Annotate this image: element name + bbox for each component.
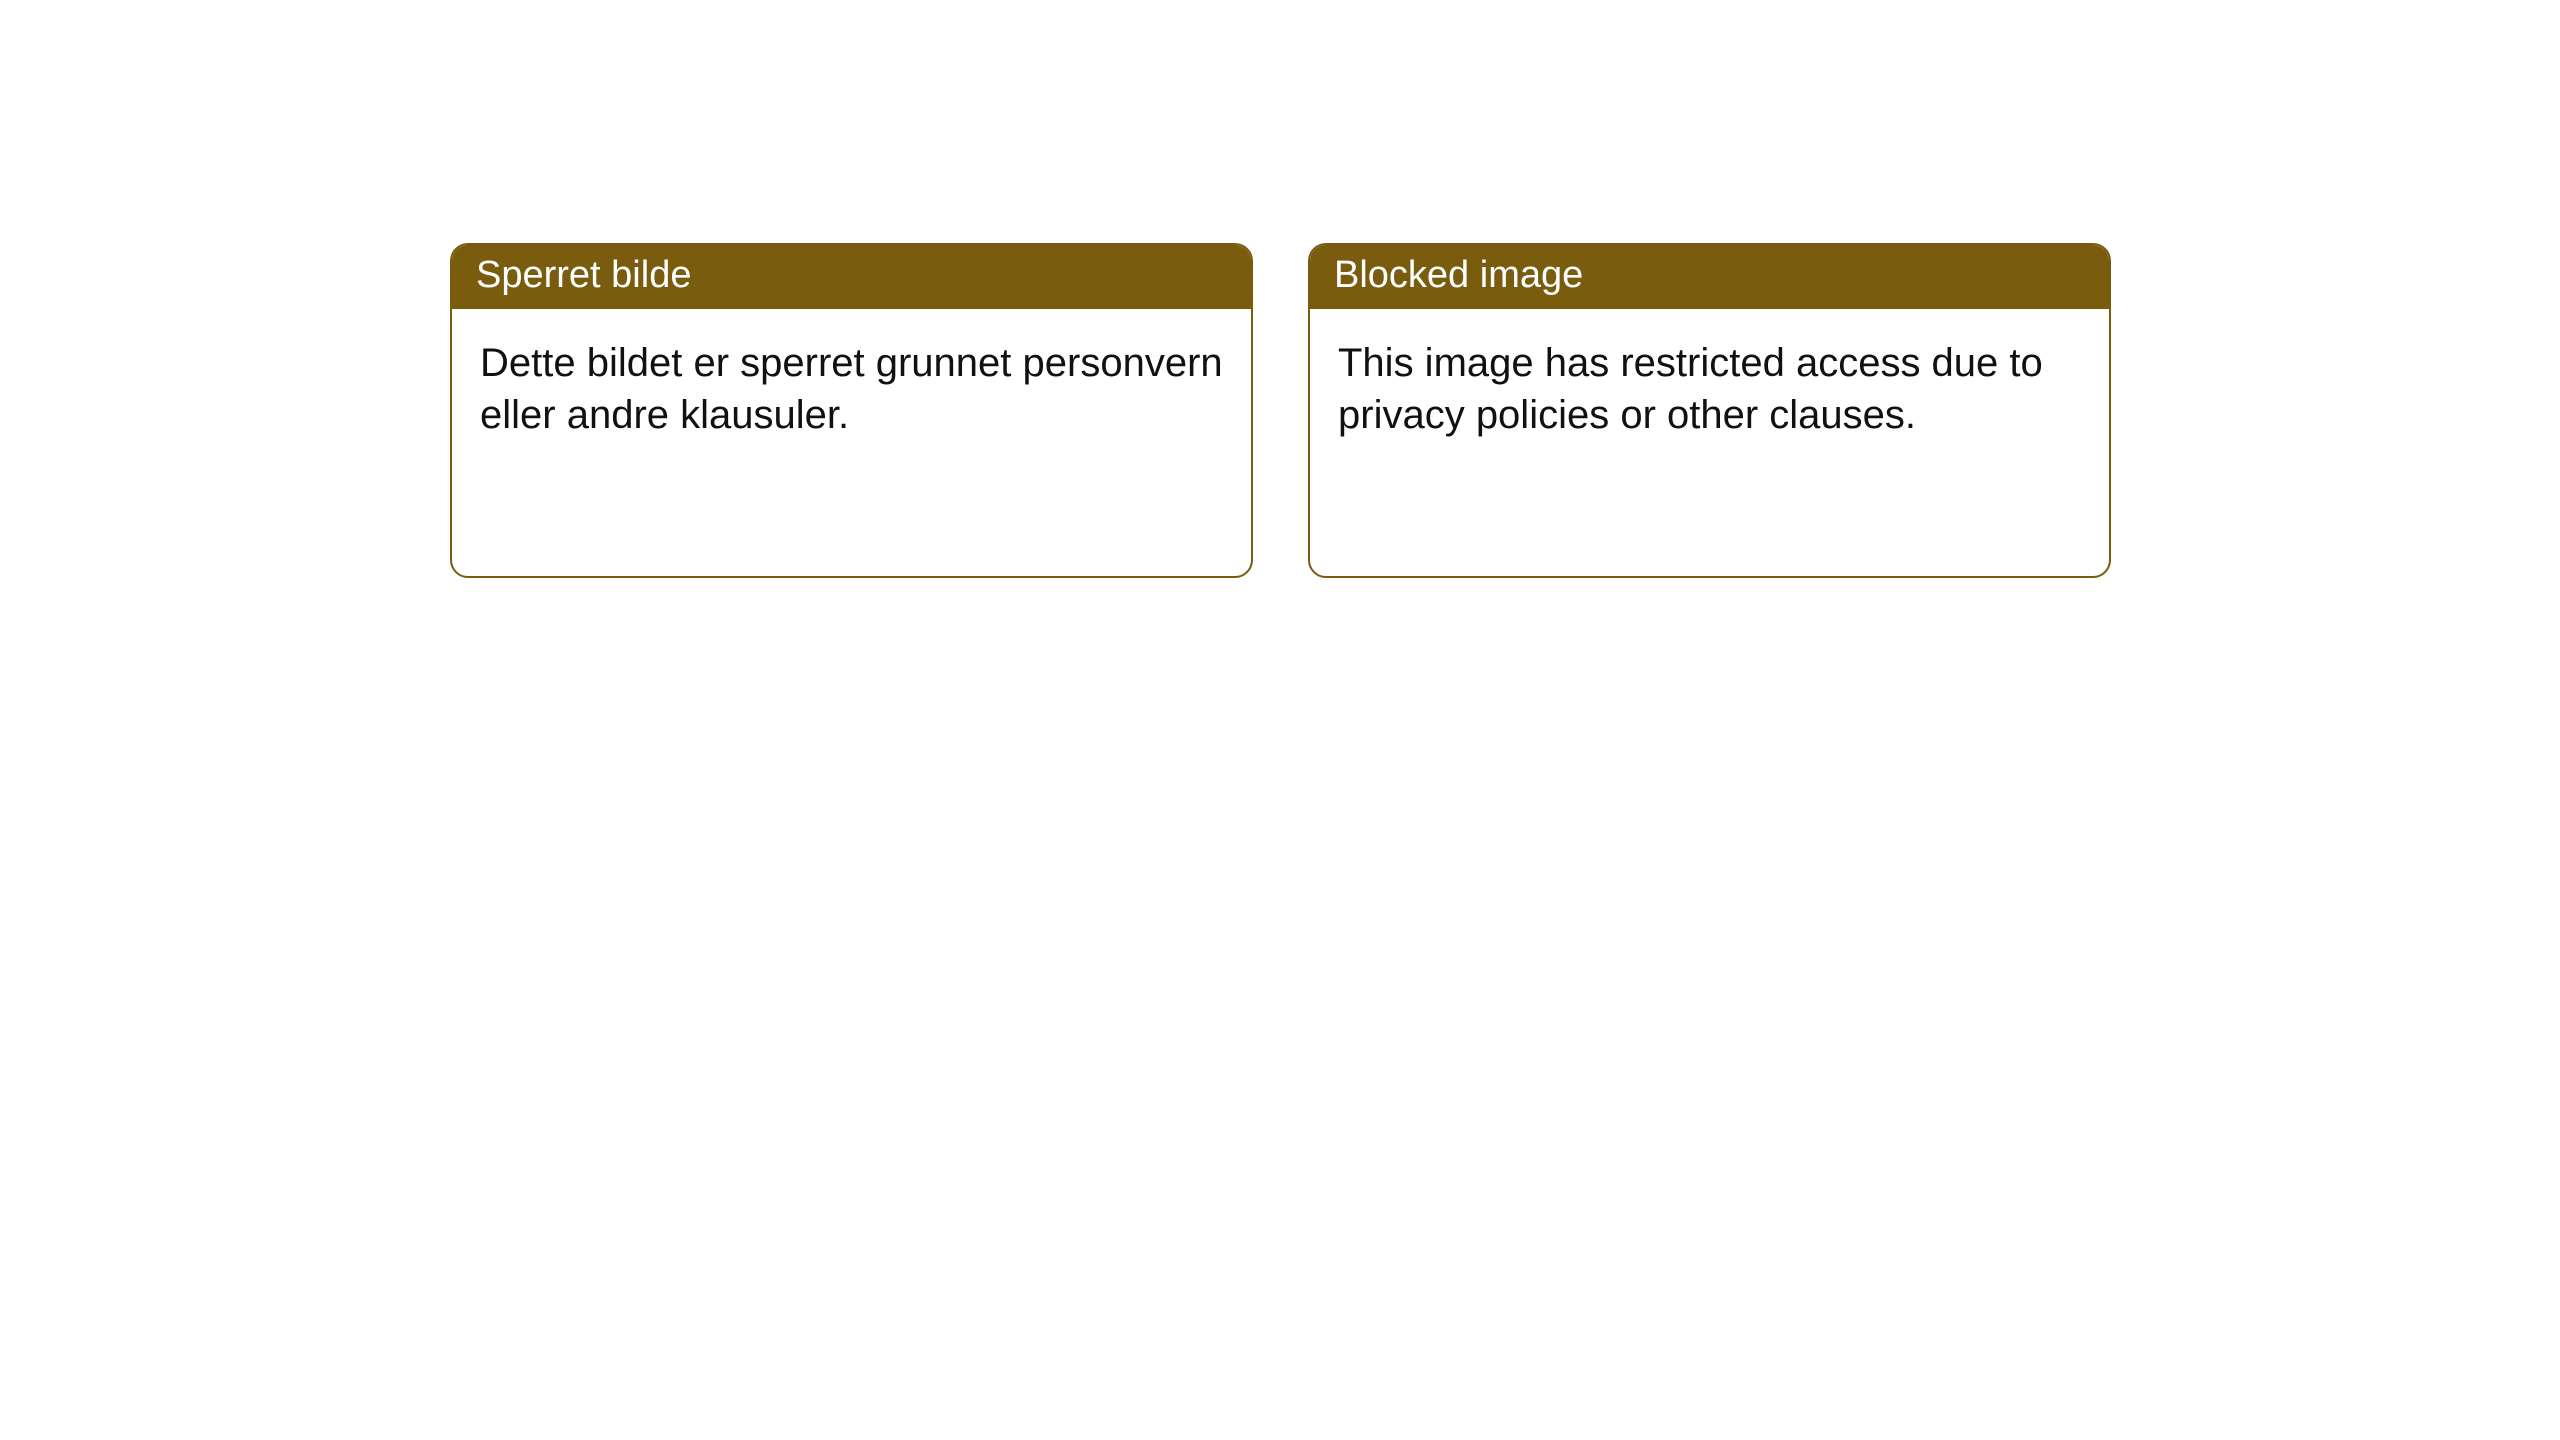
card-body-no: Dette bildet er sperret grunnet personve… xyxy=(452,309,1251,465)
card-header-en: Blocked image xyxy=(1310,245,2109,309)
card-header-no: Sperret bilde xyxy=(452,245,1251,309)
blocked-image-card-no: Sperret bilde Dette bildet er sperret gr… xyxy=(450,243,1253,578)
card-body-en: This image has restricted access due to … xyxy=(1310,309,2109,465)
blocked-image-card-en: Blocked image This image has restricted … xyxy=(1308,243,2111,578)
canvas: Sperret bilde Dette bildet er sperret gr… xyxy=(0,0,2560,1440)
